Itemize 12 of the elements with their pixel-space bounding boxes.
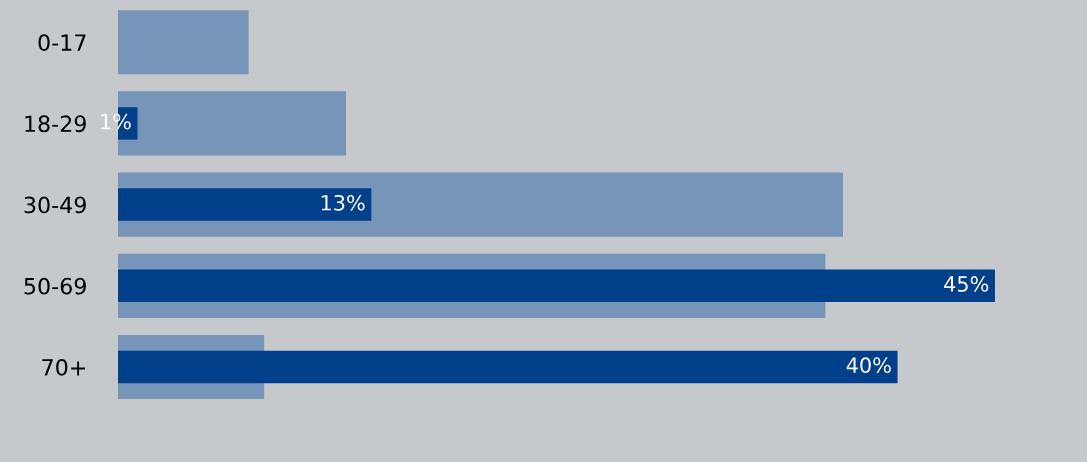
- bar: [118, 269, 995, 303]
- bar: [118, 188, 372, 221]
- data-label: 13%: [321, 194, 365, 211]
- y-tick-label: 30-49: [24, 196, 86, 214]
- data-label: 45%: [944, 276, 989, 292]
- y-tick-label: 50-69: [24, 277, 86, 295]
- y-tick-label: 70+: [42, 358, 86, 376]
- bar: [118, 10, 249, 75]
- y-tick-label: 18-29: [25, 115, 86, 133]
- y-tick-label: 0-17: [38, 34, 86, 51]
- data-label: 40%: [846, 357, 891, 374]
- bar: [118, 350, 898, 384]
